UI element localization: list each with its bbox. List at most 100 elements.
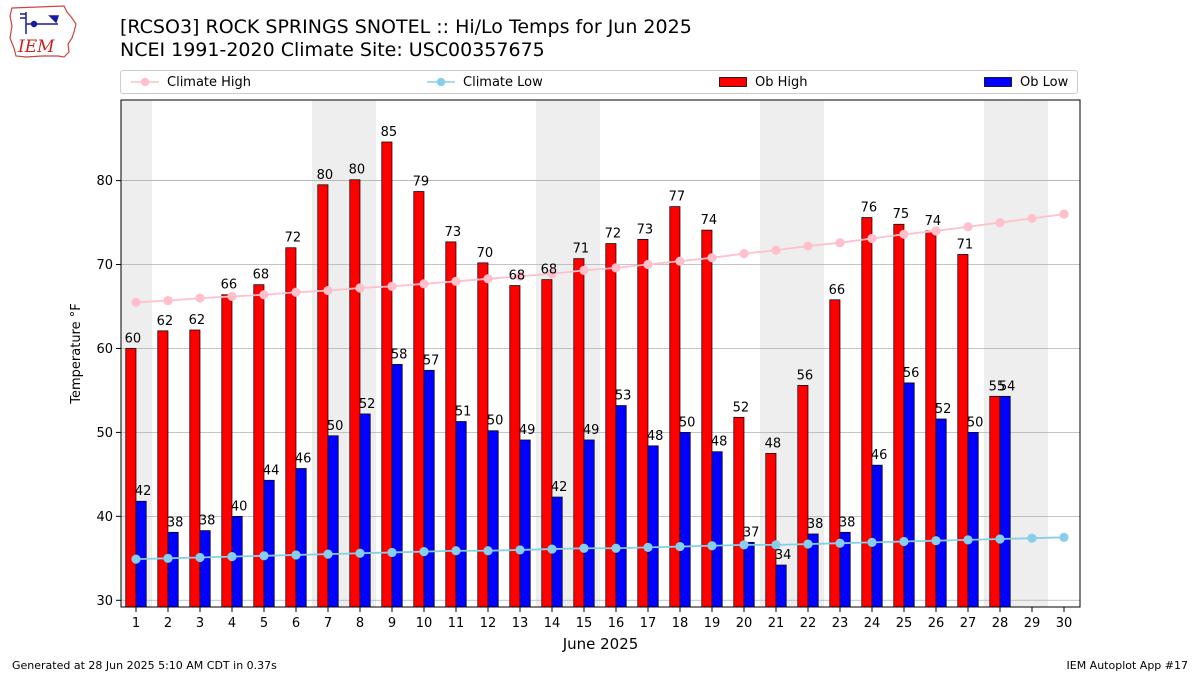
ob-high-data-label: 73 — [445, 225, 462, 240]
chart-subtitle: NCEI 1991-2020 Climate Site: USC00357675 — [120, 39, 545, 61]
legend-label-ob-high: Ob High — [755, 74, 808, 90]
climate-high-point — [579, 265, 589, 275]
ob-low-bar — [583, 439, 595, 608]
legend-item-climate-high: Climate High — [131, 71, 251, 93]
ob-high-data-label: 62 — [157, 314, 174, 329]
x-tick-label: 1 — [132, 616, 140, 631]
ob-high-data-label: 76 — [861, 201, 878, 216]
legend-swatch-climate-high — [131, 77, 159, 87]
ob-low-bar — [295, 468, 307, 608]
x-tick-label: 7 — [324, 616, 332, 631]
climate-low-point — [163, 553, 173, 563]
x-tick-label: 30 — [1056, 616, 1073, 631]
ob-low-bar — [999, 395, 1011, 608]
ob-low-data-label: 50 — [487, 414, 504, 429]
climate-low-point — [835, 538, 845, 548]
climate-high-point — [675, 256, 685, 266]
ob-low-data-label: 52 — [935, 402, 952, 417]
ob-high-data-label: 60 — [125, 331, 142, 346]
ob-low-data-label: 37 — [743, 525, 760, 540]
ob-low-data-label: 40 — [231, 499, 248, 514]
x-tick-label: 4 — [228, 616, 236, 631]
ob-high-bar — [189, 329, 201, 608]
climate-low-point — [1059, 532, 1069, 542]
ob-high-data-label: 62 — [189, 313, 206, 328]
x-tick-label: 17 — [640, 616, 657, 631]
ob-low-bar — [135, 500, 147, 608]
legend-swatch-ob-low — [984, 77, 1012, 87]
ob-low-bar — [391, 364, 403, 608]
ob-low-bar — [199, 530, 211, 608]
ob-high-data-label: 68 — [541, 263, 558, 278]
climate-low-point — [579, 543, 589, 553]
chart-legend: Climate High Climate Low Ob High Ob Low — [120, 70, 1078, 94]
ob-low-bar — [231, 515, 243, 608]
climate-high-point — [995, 217, 1005, 228]
x-tick-label: 26 — [928, 616, 945, 631]
ob-low-bar — [423, 369, 435, 608]
ob-high-bar — [765, 453, 777, 608]
logo-text: IEM — [17, 37, 55, 57]
x-tick-label: 5 — [260, 616, 268, 631]
climate-low-point — [803, 539, 813, 549]
climate-high-point — [643, 259, 653, 270]
legend-swatch-ob-high — [719, 77, 747, 87]
ob-high-data-label: 56 — [797, 368, 814, 383]
ob-low-bar — [775, 564, 787, 608]
ob-low-bar — [871, 464, 883, 608]
climate-high-point — [611, 263, 621, 273]
ob-high-bar — [349, 179, 361, 608]
climate-low-point — [387, 547, 397, 558]
x-tick-label: 9 — [388, 616, 396, 631]
climate-high-point — [131, 297, 141, 307]
climate-low-point — [739, 540, 749, 550]
climate-high-point — [163, 296, 173, 306]
ob-low-data-label: 58 — [391, 347, 408, 362]
ob-low-data-label: 53 — [615, 389, 632, 404]
plot-frame — [120, 99, 1081, 608]
bars — [125, 141, 1011, 608]
climate-low-point — [547, 544, 557, 554]
climate-high-point — [195, 293, 205, 303]
climate-high-point — [227, 291, 237, 302]
climate-low-point — [963, 535, 973, 545]
ob-low-data-label: 52 — [359, 397, 376, 412]
ob-high-data-label: 52 — [733, 400, 750, 415]
x-tick-label: 6 — [292, 616, 300, 631]
climate-high-point — [419, 279, 429, 289]
ob-high-bar — [157, 330, 169, 608]
ob-low-data-label: 54 — [999, 379, 1016, 394]
x-tick-label: 18 — [672, 616, 689, 631]
ob-low-bar — [263, 479, 275, 608]
ob-high-data-label: 66 — [829, 283, 846, 298]
ob-low-data-label: 38 — [199, 514, 216, 529]
climate-low-point — [131, 554, 141, 564]
ob-low-bar — [487, 430, 499, 608]
ob-high-data-label: 66 — [221, 278, 238, 293]
ob-high-bar — [829, 299, 841, 608]
ob-high-data-label: 72 — [285, 231, 302, 246]
x-tick-label: 22 — [800, 616, 817, 631]
ob-low-bar — [455, 421, 467, 608]
x-tick-label: 8 — [356, 616, 364, 631]
x-tick-label: 25 — [896, 616, 913, 631]
ob-high-data-label: 74 — [925, 214, 942, 229]
ob-high-bar — [381, 141, 393, 608]
x-tick-label: 2 — [164, 616, 172, 631]
x-tick-label: 15 — [576, 616, 593, 631]
climate-high-point — [771, 245, 781, 255]
climate-high-point — [387, 281, 397, 291]
ob-high-bar — [317, 184, 329, 608]
grid-lines — [121, 180, 1080, 601]
ob-high-bar — [797, 385, 809, 608]
ob-low-data-label: 48 — [711, 435, 728, 450]
ob-high-data-label: 77 — [669, 190, 686, 205]
climate-low-point — [515, 545, 525, 555]
x-tick-label: 19 — [704, 616, 721, 631]
ob-low-bar — [359, 413, 371, 608]
y-axis-label: Temperature °F — [69, 303, 84, 404]
ob-low-data-label: 38 — [839, 515, 856, 530]
ob-low-data-label: 50 — [679, 415, 696, 430]
ob-low-bar — [935, 418, 947, 608]
footer-generated-text: Generated at 28 Jun 2025 5:10 AM CDT in … — [12, 659, 277, 672]
